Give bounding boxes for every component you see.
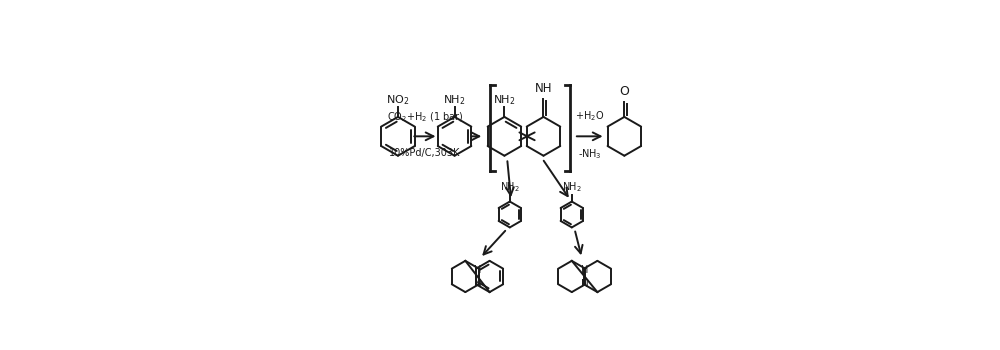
Text: N: N [581, 279, 588, 289]
Text: NH: NH [535, 82, 553, 95]
Text: NH$_2$: NH$_2$ [500, 180, 520, 194]
Text: +H$_2$O: +H$_2$O [575, 109, 604, 123]
Text: NO$_2$: NO$_2$ [386, 93, 410, 107]
Text: H: H [474, 265, 481, 275]
Text: NH$_2$: NH$_2$ [443, 93, 466, 107]
Text: CO$_2$+H$_2$ (1 bar): CO$_2$+H$_2$ (1 bar) [387, 111, 463, 124]
Text: N: N [474, 279, 481, 289]
Text: H: H [581, 265, 588, 275]
Text: NH$_2$: NH$_2$ [562, 180, 582, 194]
Text: O: O [619, 85, 629, 98]
Text: -NH$_3$: -NH$_3$ [578, 147, 602, 161]
Text: 10%Pd/C,303K: 10%Pd/C,303K [389, 148, 461, 159]
Text: NH$_2$: NH$_2$ [493, 93, 516, 107]
